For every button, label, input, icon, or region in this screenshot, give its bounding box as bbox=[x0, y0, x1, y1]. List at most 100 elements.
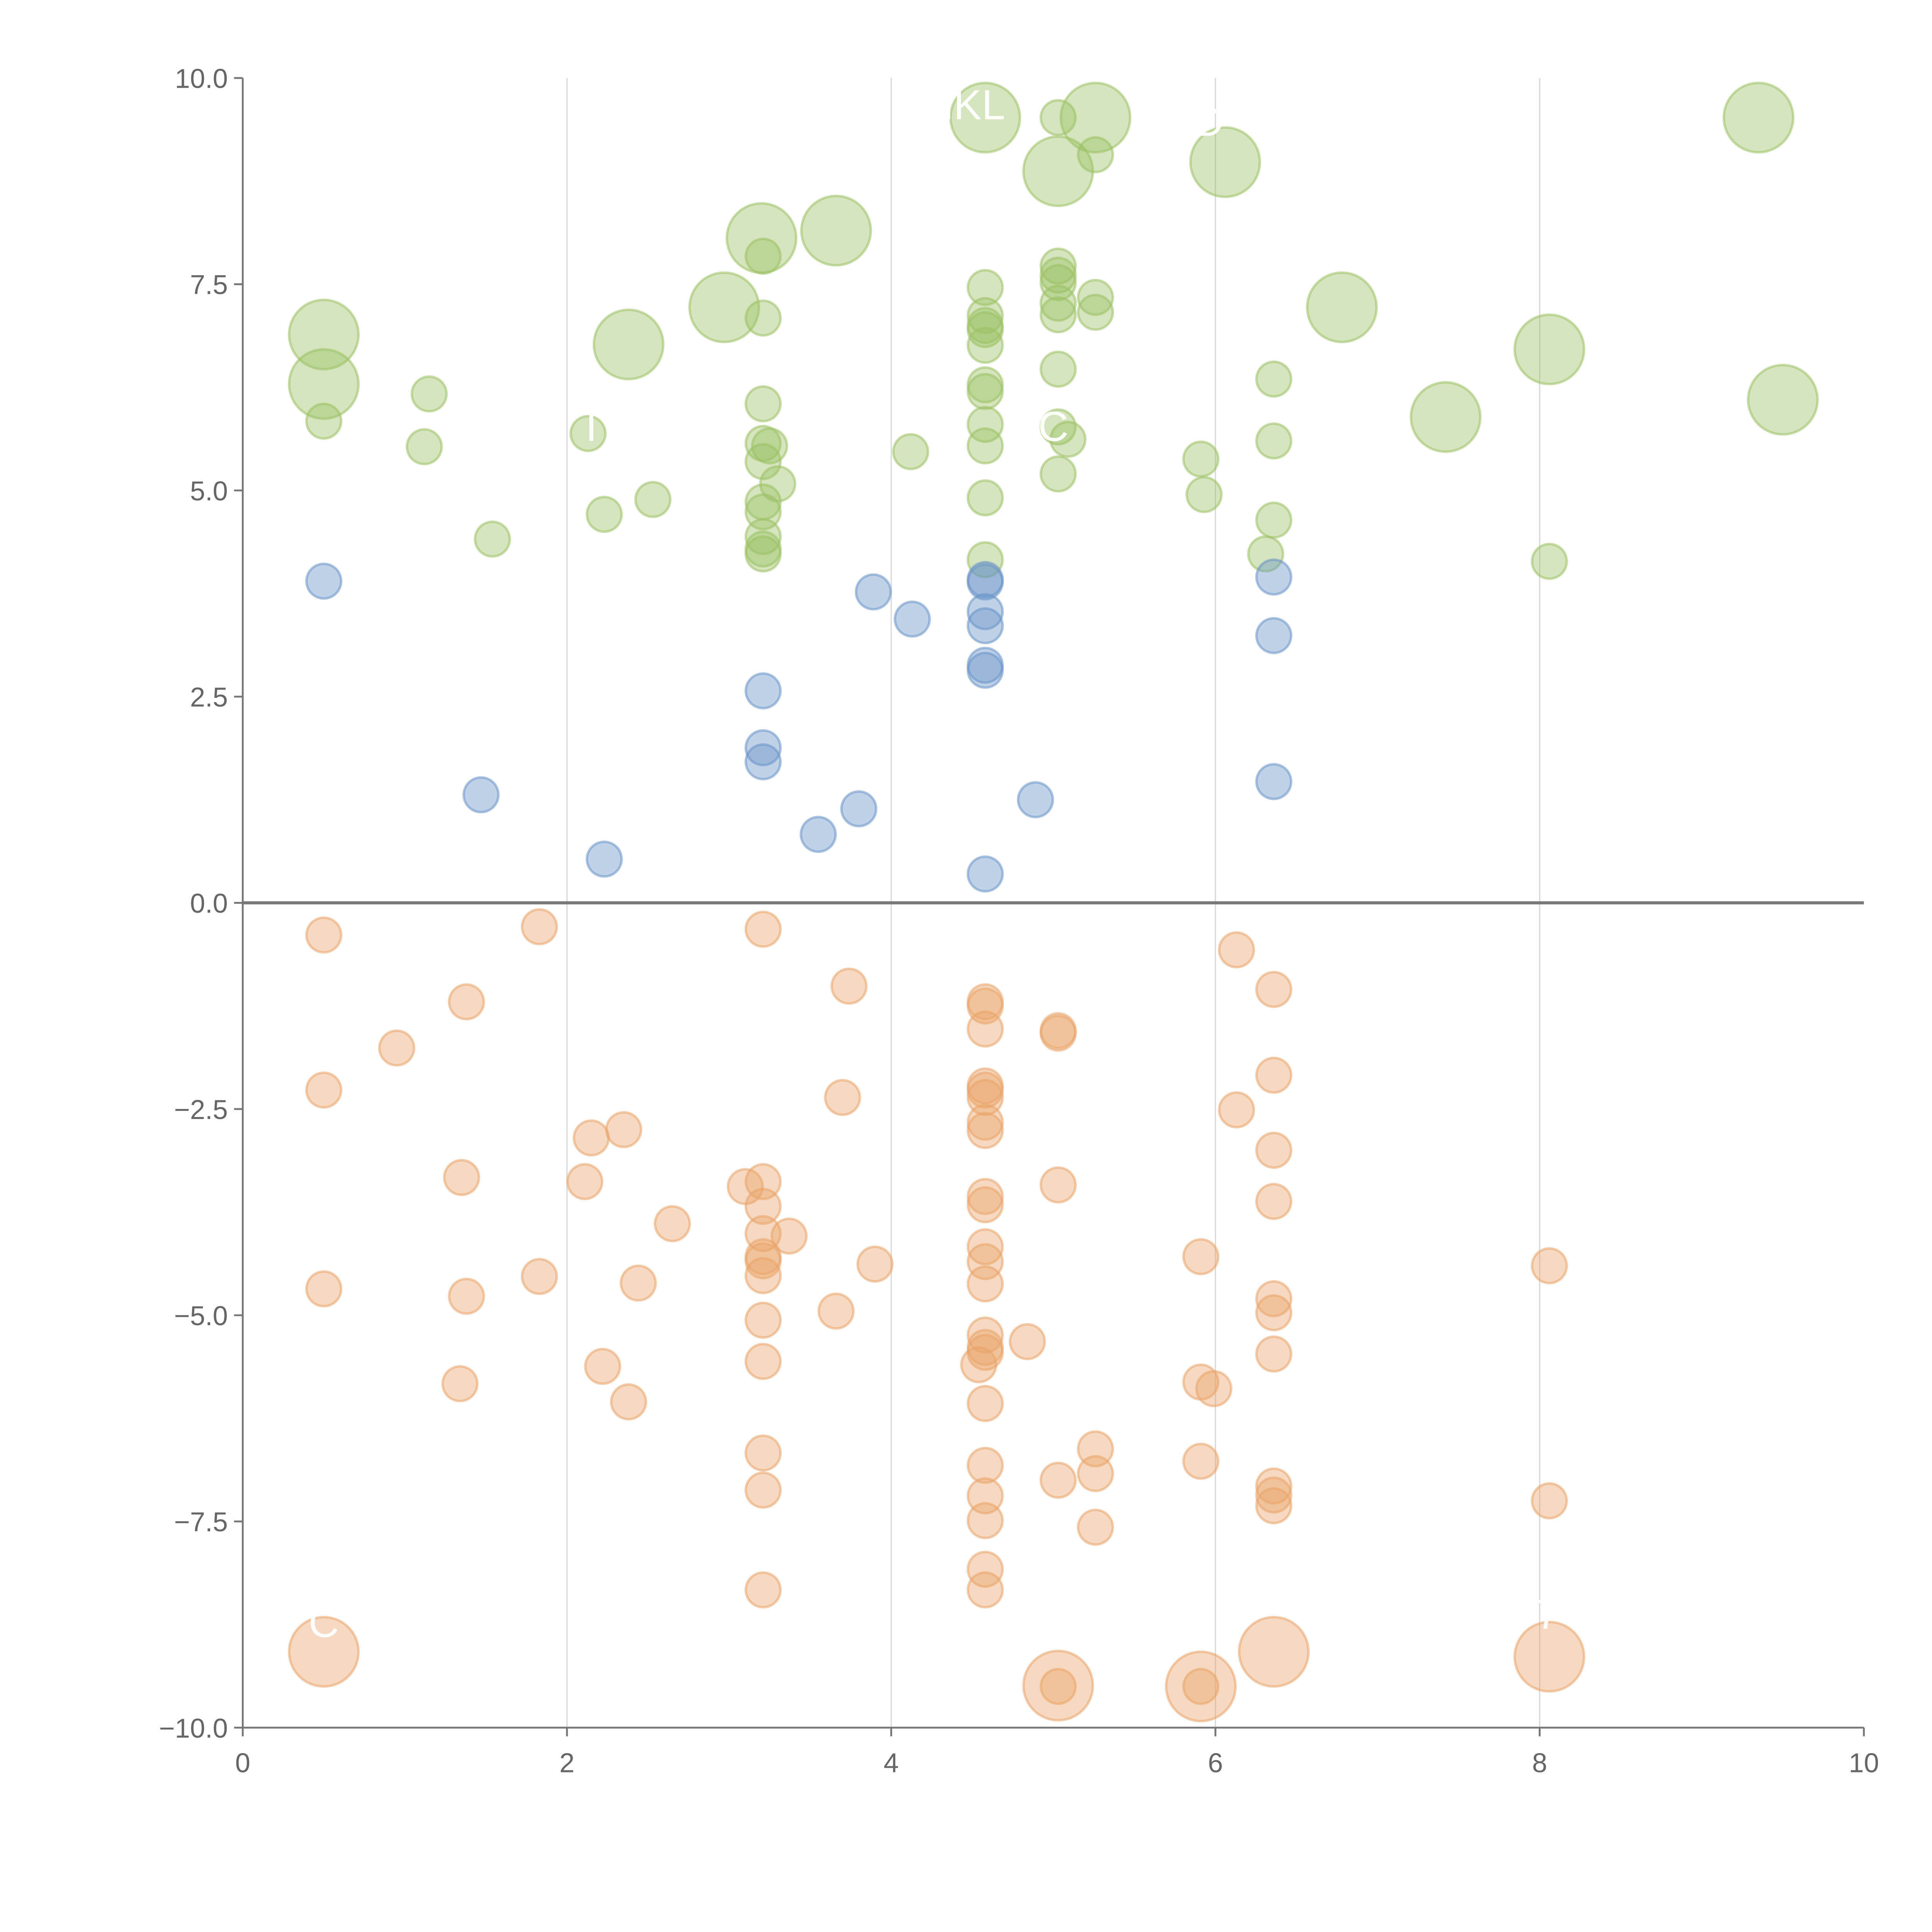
data-point bbox=[966, 406, 1004, 443]
data-point bbox=[305, 1270, 343, 1308]
data-point bbox=[966, 1502, 1004, 1539]
data-point bbox=[1039, 99, 1077, 136]
data-point bbox=[585, 496, 623, 533]
data-point bbox=[744, 443, 782, 480]
data-point bbox=[1049, 420, 1087, 458]
data-point bbox=[410, 375, 448, 413]
data-point bbox=[1255, 763, 1293, 800]
data-point bbox=[824, 1079, 861, 1116]
data-point bbox=[1060, 82, 1131, 154]
data-point bbox=[966, 1551, 1004, 1588]
data-point bbox=[1165, 1650, 1237, 1723]
series-green bbox=[288, 82, 1819, 580]
data-point bbox=[966, 269, 1004, 306]
data-point bbox=[949, 82, 1021, 154]
data-point bbox=[799, 816, 837, 853]
data-point bbox=[966, 427, 1004, 465]
data-point bbox=[1747, 364, 1819, 436]
data-point bbox=[830, 968, 868, 1005]
data-point bbox=[966, 1010, 1004, 1048]
data-point bbox=[1039, 264, 1077, 301]
data-point bbox=[744, 1188, 782, 1225]
data-point bbox=[744, 1343, 782, 1380]
data-point bbox=[1410, 381, 1482, 453]
data-points bbox=[288, 82, 1819, 1723]
data-point bbox=[960, 1346, 998, 1383]
y-tick: 2.5 bbox=[190, 682, 243, 713]
x-tick-label: 10 bbox=[1849, 1748, 1879, 1778]
data-point bbox=[305, 562, 343, 600]
data-point bbox=[744, 743, 782, 781]
x-tick-label: 8 bbox=[1532, 1748, 1547, 1778]
data-point bbox=[744, 385, 782, 423]
data-point bbox=[1182, 1668, 1219, 1705]
y-tick-label: −2.5 bbox=[174, 1094, 228, 1125]
data-point bbox=[1077, 294, 1114, 331]
data-point bbox=[1009, 1323, 1046, 1361]
data-point bbox=[744, 729, 782, 767]
data-point bbox=[1039, 1166, 1077, 1204]
data-point bbox=[1189, 126, 1261, 198]
data-point bbox=[1247, 535, 1284, 573]
annotation-label: C bbox=[309, 1599, 339, 1646]
data-point bbox=[474, 520, 511, 558]
data-point bbox=[605, 1111, 643, 1148]
data-point bbox=[305, 916, 343, 954]
data-point bbox=[1039, 1461, 1077, 1499]
data-point bbox=[966, 297, 1004, 334]
data-point bbox=[966, 593, 1004, 631]
data-point bbox=[1039, 284, 1077, 322]
y-tick: 5.0 bbox=[190, 476, 243, 506]
data-point bbox=[566, 1163, 604, 1201]
data-point bbox=[1039, 350, 1077, 388]
annotation-label: NKL bbox=[923, 82, 1005, 129]
annotation-label: C bbox=[1038, 403, 1069, 450]
data-point bbox=[892, 433, 929, 470]
data-point bbox=[585, 840, 623, 878]
data-point bbox=[744, 1257, 782, 1294]
data-point bbox=[441, 1365, 479, 1403]
data-point bbox=[1531, 1482, 1568, 1520]
data-point bbox=[1022, 1650, 1094, 1722]
data-point bbox=[1255, 1294, 1293, 1332]
data-point bbox=[1255, 1335, 1293, 1373]
x-tick: 6 bbox=[1208, 1728, 1223, 1778]
data-point bbox=[966, 1104, 1004, 1141]
data-point bbox=[1238, 1616, 1310, 1688]
data-point bbox=[573, 1119, 610, 1156]
y-tick-label: 2.5 bbox=[190, 682, 228, 713]
data-point bbox=[725, 202, 798, 274]
y-tick: 0.0 bbox=[190, 888, 243, 918]
data-point bbox=[520, 908, 558, 946]
data-point bbox=[688, 271, 760, 344]
y-tick: −2.5 bbox=[174, 1094, 243, 1125]
data-point bbox=[406, 428, 443, 466]
data-point bbox=[634, 481, 672, 518]
data-point bbox=[1306, 271, 1378, 344]
data-point bbox=[966, 1228, 1004, 1265]
annotation-label: MD bbox=[1158, 98, 1224, 145]
data-point bbox=[1723, 82, 1794, 154]
data-point bbox=[1185, 476, 1223, 513]
data-point bbox=[855, 573, 892, 611]
data-point bbox=[1039, 1668, 1077, 1705]
data-point bbox=[800, 194, 872, 267]
data-point bbox=[840, 790, 878, 828]
data-point bbox=[1039, 408, 1077, 446]
data-point bbox=[744, 299, 782, 337]
y-tick-label: −7.5 bbox=[174, 1507, 228, 1537]
y-tick: −5.0 bbox=[174, 1300, 243, 1331]
data-point bbox=[1255, 558, 1293, 596]
data-point bbox=[966, 1385, 1004, 1422]
data-point bbox=[744, 672, 782, 710]
data-point bbox=[966, 541, 1004, 578]
data-point bbox=[1255, 971, 1293, 1008]
data-point bbox=[966, 327, 1004, 364]
data-point bbox=[966, 607, 1004, 645]
y-tick-label: 5.0 bbox=[190, 476, 228, 506]
data-point bbox=[1255, 1280, 1293, 1318]
x-tick: 2 bbox=[560, 1728, 575, 1778]
y-tick-label: 10.0 bbox=[175, 63, 228, 94]
data-point bbox=[1182, 1238, 1219, 1276]
x-tick-label: 4 bbox=[884, 1748, 899, 1778]
